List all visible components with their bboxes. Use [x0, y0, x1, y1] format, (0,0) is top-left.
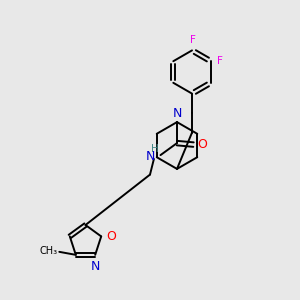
Text: N: N — [146, 150, 155, 164]
Text: O: O — [197, 138, 207, 151]
Text: CH₃: CH₃ — [39, 246, 58, 256]
Text: F: F — [217, 56, 223, 66]
Text: O: O — [106, 230, 116, 243]
Text: N: N — [91, 260, 101, 273]
Text: F: F — [190, 35, 196, 45]
Text: H: H — [151, 144, 159, 154]
Text: N: N — [173, 107, 183, 120]
